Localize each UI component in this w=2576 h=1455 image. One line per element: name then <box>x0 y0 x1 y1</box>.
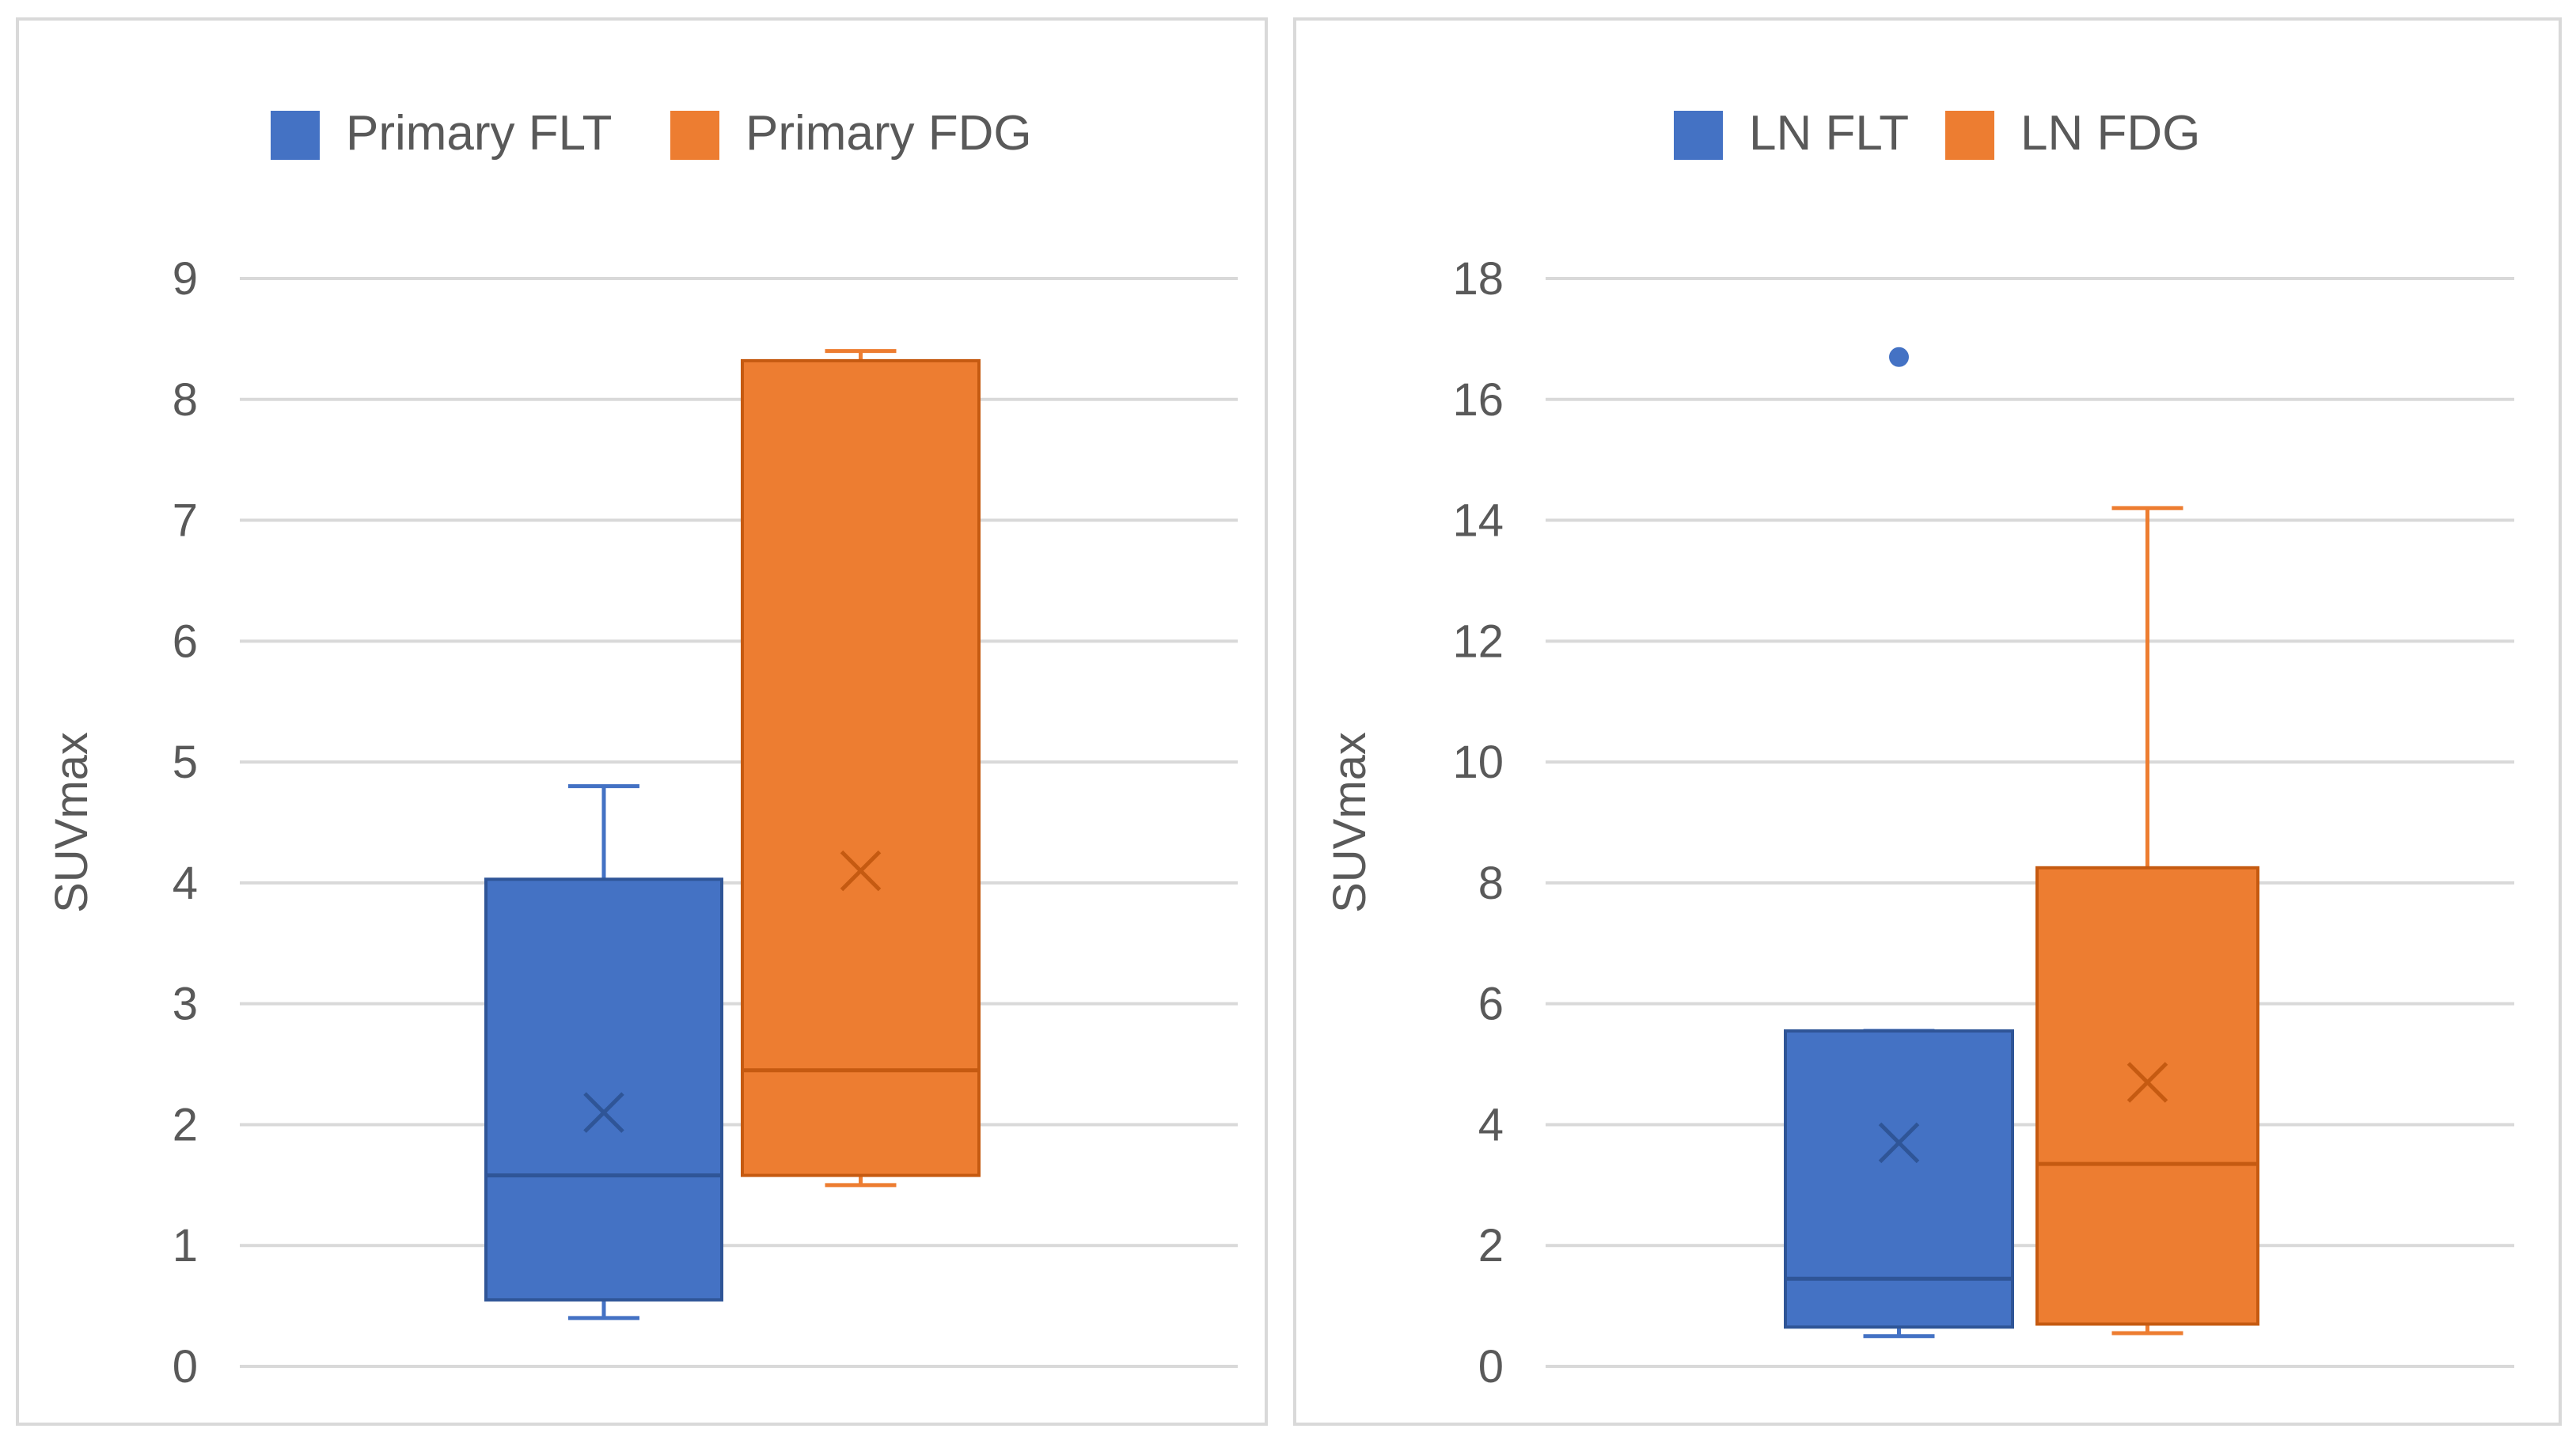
box-body <box>484 877 723 1302</box>
legend-label: Primary FDG <box>745 106 1032 161</box>
y-tick-label: 0 <box>1478 1341 1504 1392</box>
y-tick-label: 4 <box>1478 1099 1504 1150</box>
box-ln-fdg <box>2035 506 2259 1336</box>
y-tick-label: 18 <box>1452 253 1504 305</box>
mean-marker <box>1878 1122 1920 1164</box>
y-tick-label: 2 <box>1478 1220 1504 1271</box>
y-tick-label: 14 <box>1452 495 1504 547</box>
y-tick-label: 2 <box>173 1099 198 1150</box>
legend-swatch <box>1674 111 1723 160</box>
y-tick-label: 9 <box>173 253 198 305</box>
y-tick-label: 7 <box>173 495 198 547</box>
outlier-point <box>1889 347 1909 367</box>
y-tick-label: 8 <box>1478 858 1504 909</box>
chart-panel-2: 0 2 4 6 8 10 12 14 16 18 SUVmax LN FLT LN FDG <box>1293 17 2562 1426</box>
legend-swatch <box>670 111 719 160</box>
box-ln-flt <box>1784 347 2014 1339</box>
y-tick-label: 5 <box>173 737 198 788</box>
y-tick-label: 4 <box>173 858 198 909</box>
legend-swatch <box>271 111 320 160</box>
chart-panel-1: 0 1 2 3 4 5 6 7 8 9 SUVmax Primary FLT Primary FDG <box>16 17 1268 1426</box>
mean-marker <box>583 1092 624 1133</box>
y-tick-label: 6 <box>173 616 198 667</box>
y-tick-label: 3 <box>173 979 198 1030</box>
box-body <box>1784 1029 2014 1329</box>
y-tick-label: 6 <box>1478 979 1504 1030</box>
legend-label: Primary FLT <box>346 106 612 161</box>
legend-label: LN FDG <box>2020 106 2200 161</box>
legend-label: LN FLT <box>1749 106 1909 161</box>
box-body <box>2035 866 2259 1326</box>
mean-marker <box>2126 1062 2168 1103</box>
legend-swatch <box>1945 111 1994 160</box>
y-tick-label: 0 <box>173 1341 198 1392</box>
y-tick-label: 12 <box>1452 616 1504 667</box>
y-axis-label: SUVmax <box>1324 732 1375 913</box>
y-tick-label: 1 <box>173 1220 198 1271</box>
y-tick-label: 10 <box>1452 737 1504 788</box>
y-tick-label: 16 <box>1452 374 1504 426</box>
y-tick-label: 8 <box>173 374 198 426</box>
mean-marker <box>840 850 882 892</box>
y-axis-label: SUVmax <box>46 732 97 913</box>
box-primary-fdg <box>741 349 981 1188</box>
box-body <box>741 358 981 1177</box>
box-primary-flt <box>484 784 723 1320</box>
